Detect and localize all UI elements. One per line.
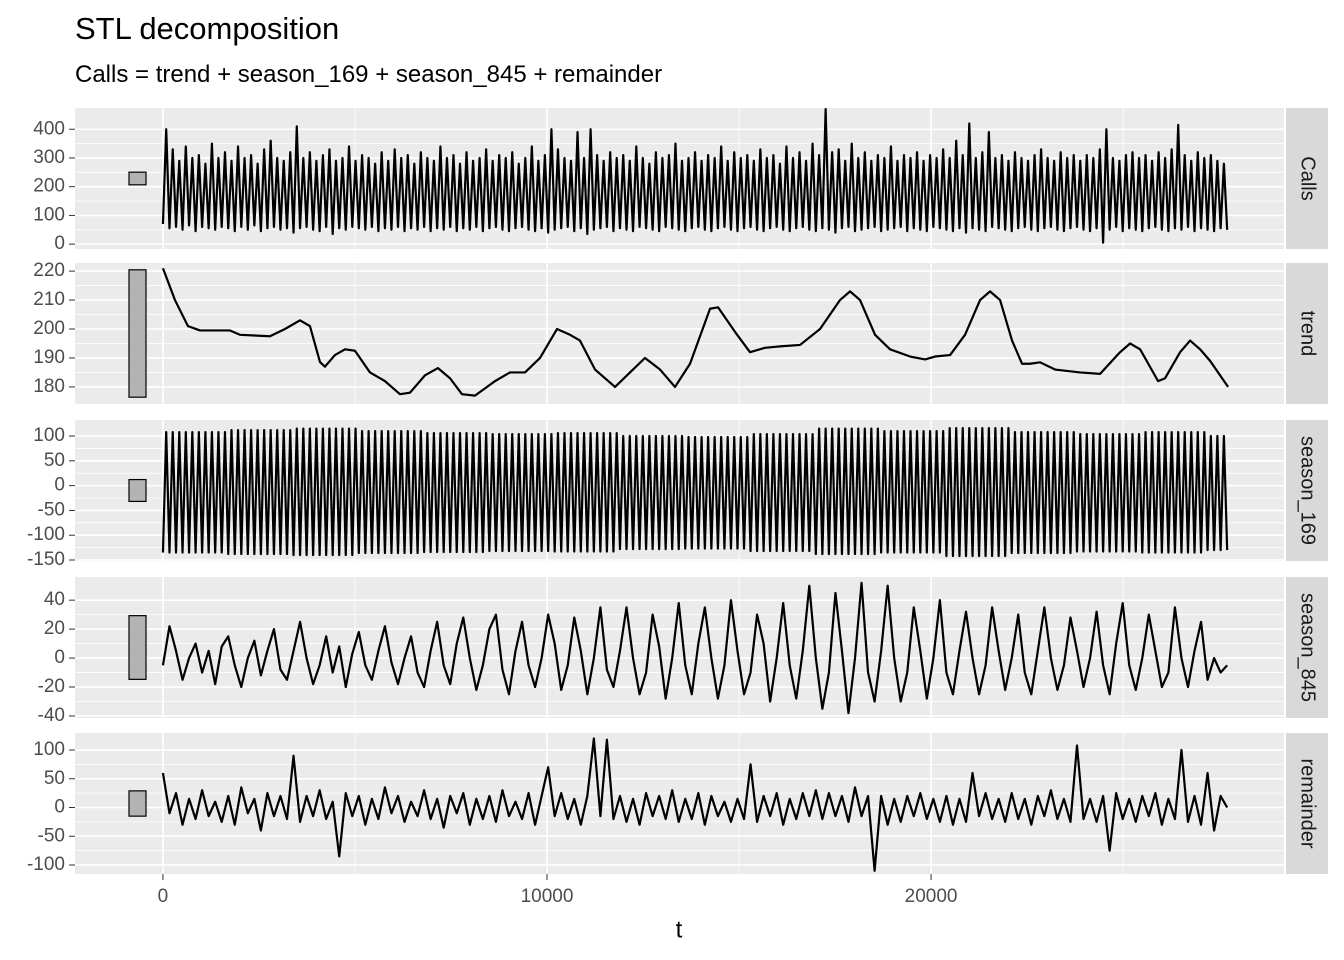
scale-bar [128, 478, 147, 503]
scale-bar [128, 171, 147, 186]
series-line [161, 581, 1228, 715]
y-tick-label: -100 [27, 524, 65, 545]
y-tick-label: 200 [33, 318, 65, 339]
y-tick-label: 210 [33, 289, 65, 310]
y-tick-label: -20 [38, 676, 65, 697]
chart-subtitle: Calls = trend + season_169 + season_845 … [75, 61, 662, 88]
y-tick-label: 0 [54, 475, 65, 496]
y-tick-label: 0 [54, 647, 65, 668]
y-tick-label: 100 [33, 425, 65, 446]
strip [1286, 263, 1328, 404]
strip [1286, 733, 1328, 874]
strip-label: remainder [1297, 758, 1319, 848]
series-line [161, 108, 1229, 244]
series-line [161, 426, 1229, 558]
y-tick-label: -40 [38, 705, 65, 726]
x-tick-label: 10000 [521, 886, 574, 907]
chart-title: STL decomposition [75, 11, 339, 46]
y-tick-label: 400 [33, 118, 65, 139]
y-tick-label: 180 [33, 376, 65, 397]
y-tick-label: 220 [33, 260, 65, 281]
y-tick-label: -150 [27, 549, 65, 570]
y-tick-label: 0 [54, 233, 65, 254]
series-line [161, 267, 1229, 397]
y-tick-label: 50 [44, 450, 65, 471]
strip [1286, 108, 1328, 249]
y-tick-label: 190 [33, 347, 65, 368]
strip [1286, 420, 1328, 561]
y-tick-label: 0 [54, 797, 65, 818]
y-tick-label: -50 [38, 825, 65, 846]
strip-label: trend [1297, 311, 1319, 357]
scale-bar [128, 615, 147, 680]
y-tick-label: 50 [44, 768, 65, 789]
y-tick-label: 40 [44, 589, 65, 610]
y-tick-label: 20 [44, 618, 65, 639]
y-tick-label: 100 [33, 204, 65, 225]
x-tick-label: 20000 [905, 886, 958, 907]
strip-label: season_169 [1297, 436, 1319, 545]
y-tick-label: -50 [38, 499, 65, 520]
scale-bar [128, 269, 147, 398]
y-tick-label: 100 [33, 739, 65, 760]
y-tick-label: 300 [33, 147, 65, 168]
strip-label: season_845 [1297, 593, 1319, 702]
x-tick-label: 0 [158, 886, 169, 907]
strip [1286, 577, 1328, 718]
y-tick-label: -100 [27, 854, 65, 875]
series-line [161, 737, 1229, 872]
x-axis-label: t [676, 916, 683, 943]
y-tick-label: 200 [33, 176, 65, 197]
scale-bar [128, 790, 147, 817]
panel-background [75, 263, 1284, 404]
strip-label: Calls [1297, 156, 1319, 200]
